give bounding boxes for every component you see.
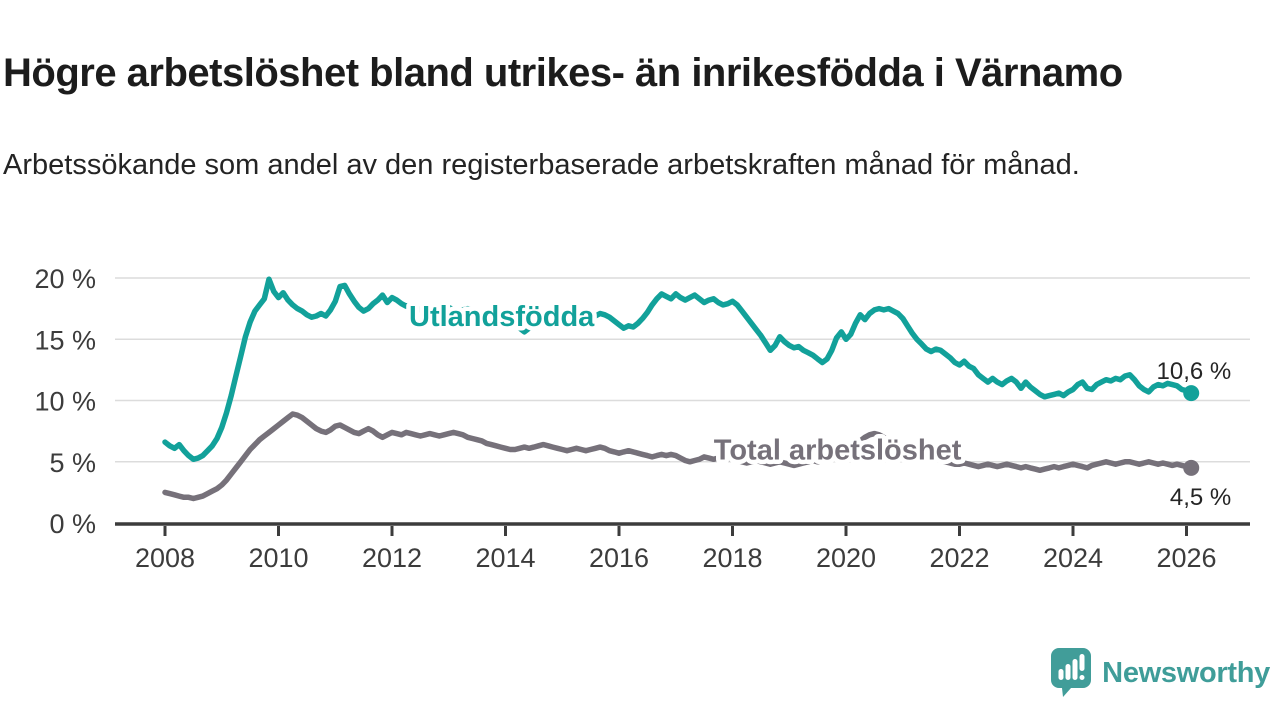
x-axis-label-2018: 2018	[702, 543, 762, 573]
x-axis-label-2026: 2026	[1156, 543, 1216, 573]
page-title: Högre arbetslöshet bland utrikes- än inr…	[3, 50, 1123, 95]
end-dot-utlandsf-dda	[1183, 385, 1200, 402]
newsworthy-bubble-chart-icon	[1051, 648, 1092, 697]
y-axis-label-5: 5 %	[49, 448, 96, 478]
x-axis-label-2014: 2014	[475, 543, 535, 573]
newsworthy-logo-text: Newsworthy	[1102, 656, 1270, 689]
x-axis-label-2024: 2024	[1043, 543, 1103, 573]
y-axis-label-20: 20 %	[34, 264, 96, 294]
end-value-label-utlandsf-dda: 10,6 %	[1157, 358, 1232, 385]
end-value-label-total-arbetsl-shet: 4,5 %	[1170, 484, 1231, 511]
chart-subtitle: Arbetssökande som andel av den registerb…	[3, 149, 1080, 181]
x-axis-label-2022: 2022	[929, 543, 989, 573]
x-axis-label-2016: 2016	[589, 543, 649, 573]
x-axis-label-2012: 2012	[362, 543, 422, 573]
x-axis-label-2010: 2010	[248, 543, 308, 573]
x-axis-label-2020: 2020	[816, 543, 876, 573]
y-axis-label-15: 15 %	[34, 325, 96, 355]
series-label-total-arbetsl-shet: Total arbetslöshet	[714, 435, 962, 467]
end-dot-total-arbetsl-shet	[1183, 459, 1200, 476]
y-axis-label-10: 10 %	[34, 387, 96, 417]
newsworthy-brand: Newsworthy	[1051, 648, 1270, 698]
line-utlandsf-dda	[162, 276, 1194, 463]
y-axis-label-0: 0 %	[49, 509, 96, 539]
x-axis-label-2008: 2008	[135, 543, 195, 573]
line-total-arbetsl-shet	[162, 411, 1194, 502]
series-label-utlandsf-dda: Utlandsfödda	[409, 301, 595, 333]
